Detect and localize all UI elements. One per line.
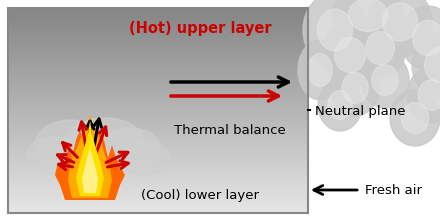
- Ellipse shape: [418, 80, 440, 110]
- Ellipse shape: [407, 67, 440, 123]
- Ellipse shape: [354, 18, 406, 78]
- Ellipse shape: [361, 52, 409, 108]
- Polygon shape: [68, 115, 112, 198]
- Ellipse shape: [298, 40, 342, 100]
- Ellipse shape: [328, 91, 352, 119]
- Text: Neutral plane: Neutral plane: [315, 105, 406, 118]
- Ellipse shape: [413, 20, 440, 56]
- Bar: [8, 8, 308, 213]
- Text: (Cool) lower layer: (Cool) lower layer: [141, 189, 259, 202]
- Ellipse shape: [331, 60, 379, 116]
- Ellipse shape: [318, 79, 362, 131]
- Ellipse shape: [412, 33, 440, 97]
- Ellipse shape: [303, 0, 367, 68]
- Ellipse shape: [401, 103, 429, 133]
- Ellipse shape: [120, 141, 170, 175]
- Ellipse shape: [390, 90, 440, 146]
- Ellipse shape: [35, 120, 105, 170]
- Ellipse shape: [67, 118, 143, 162]
- Ellipse shape: [334, 37, 365, 73]
- Ellipse shape: [400, 6, 440, 70]
- Ellipse shape: [348, 0, 388, 32]
- Ellipse shape: [382, 3, 418, 41]
- Ellipse shape: [322, 23, 378, 87]
- Ellipse shape: [100, 128, 160, 168]
- Ellipse shape: [308, 53, 332, 86]
- Ellipse shape: [425, 47, 440, 83]
- Ellipse shape: [372, 65, 398, 95]
- Text: (Hot) upper layer: (Hot) upper layer: [128, 21, 271, 36]
- Ellipse shape: [368, 0, 432, 57]
- Polygon shape: [55, 118, 125, 200]
- Ellipse shape: [332, 0, 404, 45]
- Text: Fresh air: Fresh air: [365, 183, 422, 196]
- Ellipse shape: [317, 9, 352, 51]
- Ellipse shape: [366, 32, 394, 65]
- Polygon shape: [76, 120, 104, 196]
- Ellipse shape: [342, 73, 368, 103]
- Ellipse shape: [27, 137, 83, 173]
- Polygon shape: [82, 148, 98, 193]
- Text: Thermal balance: Thermal balance: [174, 124, 286, 137]
